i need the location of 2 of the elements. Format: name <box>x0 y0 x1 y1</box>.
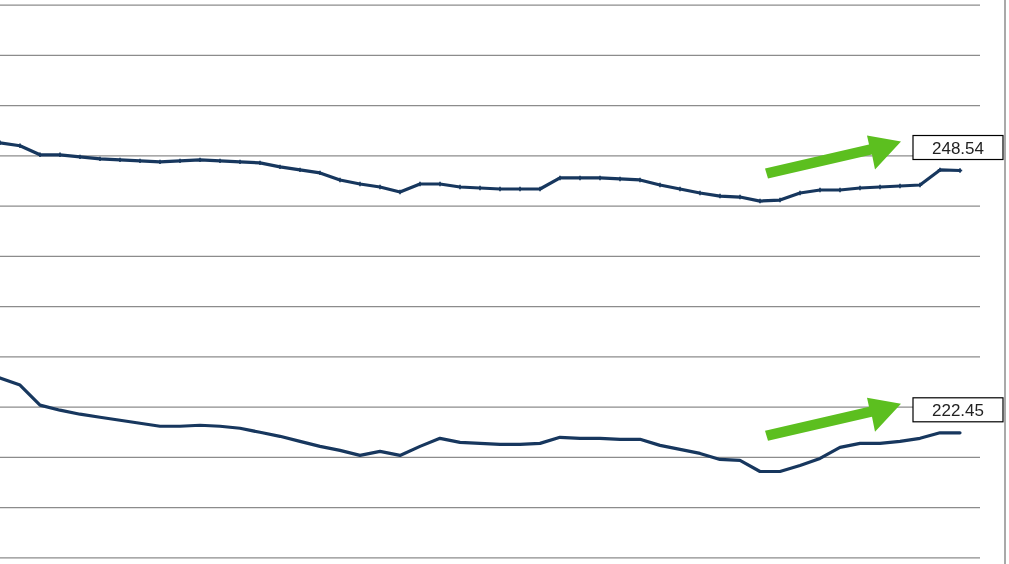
data-label: 222.45 <box>932 400 984 420</box>
data-label: 248.54 <box>932 138 984 158</box>
